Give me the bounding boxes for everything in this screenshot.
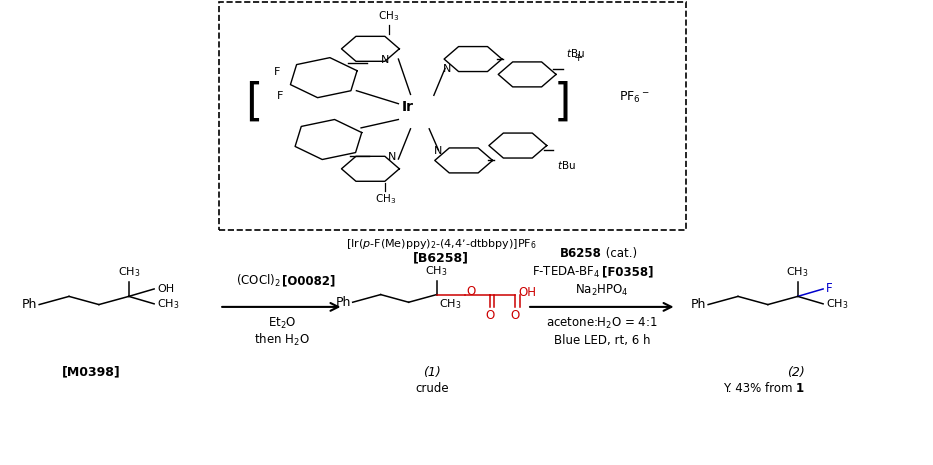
Text: Na$_2$HPO$_4$: Na$_2$HPO$_4$ — [575, 283, 629, 298]
Text: CH$_3$: CH$_3$ — [425, 264, 448, 278]
Text: Ph: Ph — [336, 296, 351, 309]
Text: N: N — [435, 146, 442, 156]
Text: PF$_6$$^-$: PF$_6$$^-$ — [619, 90, 649, 105]
Text: Ir: Ir — [402, 100, 413, 114]
Text: B6258: B6258 — [560, 247, 602, 260]
Text: F-TEDA-BF$_4$: F-TEDA-BF$_4$ — [533, 265, 602, 279]
Text: then H$_2$O: then H$_2$O — [254, 332, 310, 348]
Text: CH$_3$: CH$_3$ — [379, 9, 399, 23]
Text: $t$Bu: $t$Bu — [557, 159, 576, 171]
Text: (2): (2) — [787, 365, 805, 379]
Text: O: O — [510, 310, 520, 322]
Text: CH$_3$: CH$_3$ — [439, 298, 462, 311]
Text: O: O — [466, 286, 476, 298]
Text: ]: ] — [554, 81, 571, 124]
Text: N: N — [443, 64, 451, 74]
Text: CH$_3$: CH$_3$ — [826, 297, 848, 311]
Text: [B6258]: [B6258] — [413, 252, 469, 265]
Text: OH: OH — [157, 284, 174, 294]
Text: Blue LED, rt, 6 h: Blue LED, rt, 6 h — [553, 334, 650, 347]
Text: (1): (1) — [423, 365, 441, 379]
Text: [F0358]: [F0358] — [602, 266, 653, 279]
Text: [O0082]: [O0082] — [282, 275, 335, 288]
Text: CH$_3$: CH$_3$ — [118, 265, 140, 279]
Text: F: F — [826, 282, 832, 295]
Bar — [219, 2, 686, 230]
Text: $t$Bu: $t$Bu — [566, 47, 585, 60]
Text: [Ir($p$-F(Me)ppy)$_2$-(4,4’-dtbbpy)]PF$_6$: [Ir($p$-F(Me)ppy)$_2$-(4,4’-dtbbpy)]PF$_… — [346, 237, 536, 251]
Text: +: + — [574, 53, 583, 63]
Text: (cat.): (cat.) — [602, 247, 637, 260]
Text: F: F — [277, 91, 283, 101]
Text: F: F — [274, 67, 280, 77]
Text: Ph: Ph — [691, 298, 706, 311]
Text: N: N — [382, 54, 389, 65]
Text: [: [ — [245, 81, 262, 124]
Text: [M0398]: [M0398] — [63, 365, 120, 379]
Text: CH$_3$: CH$_3$ — [375, 192, 396, 206]
Text: 1: 1 — [796, 382, 804, 395]
Text: CH$_3$: CH$_3$ — [787, 265, 809, 279]
Text: O: O — [485, 310, 494, 322]
Text: crude: crude — [415, 382, 449, 395]
Text: Y. 43% from: Y. 43% from — [722, 382, 796, 395]
Text: CH$_3$: CH$_3$ — [157, 297, 179, 311]
Text: N: N — [388, 152, 396, 162]
Text: Et$_2$O: Et$_2$O — [268, 316, 296, 331]
Text: Ph: Ph — [22, 298, 37, 311]
Text: OH: OH — [519, 286, 536, 299]
Text: acetone:H$_2$O = 4:1: acetone:H$_2$O = 4:1 — [546, 316, 658, 331]
Text: (COCl)$_2$: (COCl)$_2$ — [236, 273, 282, 289]
